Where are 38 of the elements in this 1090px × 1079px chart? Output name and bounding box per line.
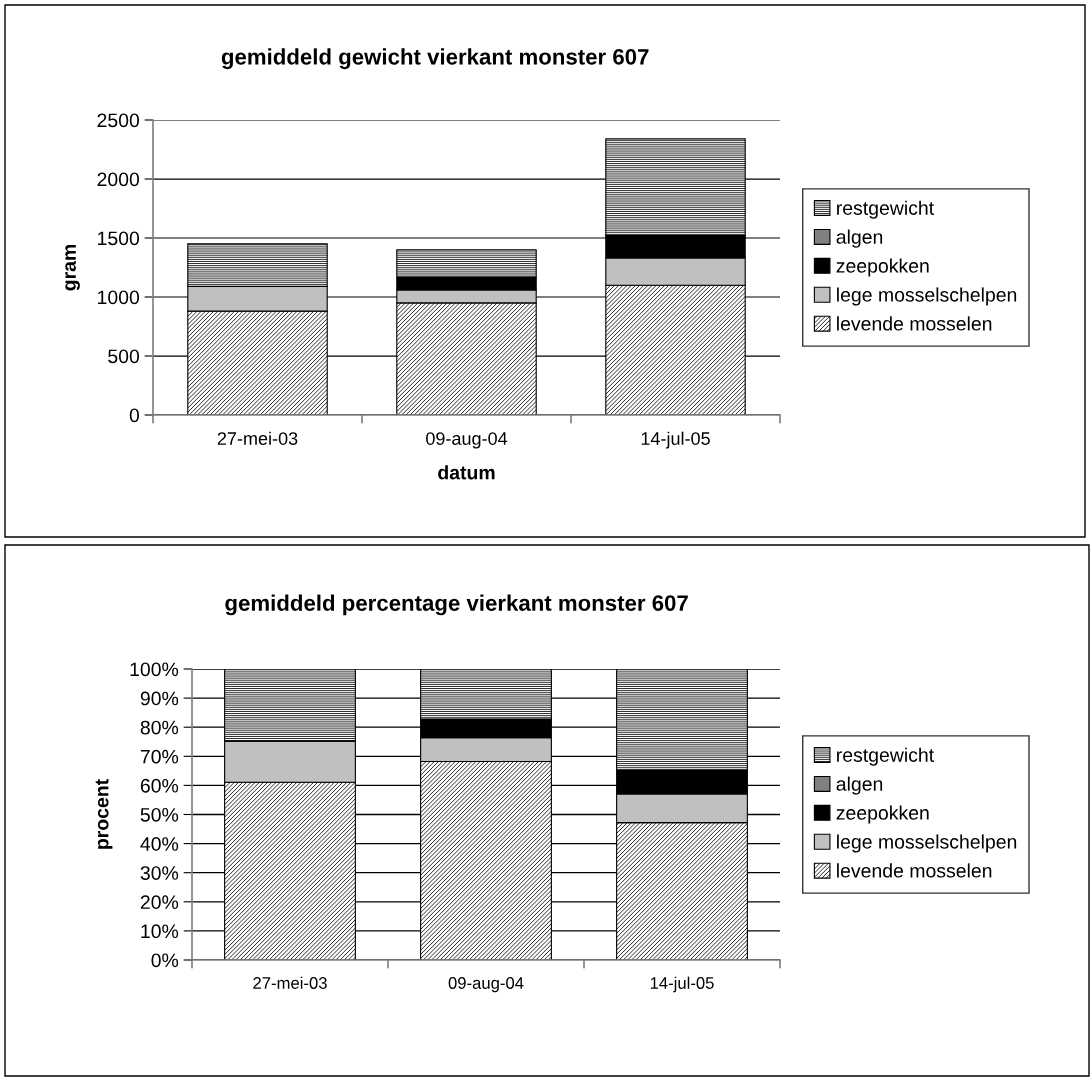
y-tick-label: 60% (140, 778, 179, 793)
y-tick-label: 80% (140, 720, 179, 735)
y-tick-label: 2000 (97, 172, 140, 187)
x-tick-label: 14-jul-05 (650, 976, 714, 993)
x-tick-label: 09-aug-04 (426, 432, 508, 449)
y-tick-label: 20% (140, 895, 179, 910)
y-tick-label: 0% (151, 953, 179, 968)
chart-title: gemiddeld percentage vierkant monster 607 (225, 594, 688, 616)
y-tick-label: 90% (140, 691, 179, 706)
y-tick-label: 2500 (97, 113, 140, 128)
x-tick-label: 27-mei-03 (253, 976, 327, 989)
y-tick-label: 0 (129, 408, 140, 423)
y-tick-label: 100% (130, 662, 179, 677)
legend-label: lege mosselschelpen (837, 287, 1017, 306)
legend-label: restgewicht (837, 747, 934, 766)
y-tick-label: 50% (140, 807, 179, 822)
chart-title: gemiddeld gewicht vierkant monster 607 (221, 48, 649, 70)
x-tick-label: 09-aug-04 (448, 977, 524, 993)
y-tick-label: 10% (141, 924, 179, 939)
legend-label: restgewicht (837, 200, 934, 219)
x-tick-label: 14-jul-05 (641, 431, 710, 449)
y-tick-label: 1500 (98, 231, 140, 246)
legend-label: zeepokken (836, 805, 929, 824)
y-axis-title: procent (95, 779, 113, 849)
legend-label: lege mosselschelpen (837, 834, 1017, 853)
legend-label: levende mosselen (837, 316, 992, 331)
x-axis-title: datum (438, 465, 495, 480)
y-tick-label: 1000 (98, 290, 140, 305)
y-axis-title: gram (65, 244, 80, 291)
legend-label: algen (836, 776, 883, 795)
y-tick-label: 30% (140, 866, 179, 880)
legend-label: zeepokken (836, 258, 929, 277)
legend-label: algen (836, 229, 883, 248)
x-tick-label: 27-mei-03 (217, 431, 298, 445)
y-tick-label: 70% (140, 749, 179, 764)
y-tick-label: 500 (108, 349, 140, 364)
y-tick-label: 40% (140, 837, 179, 851)
legend-label: levende mosselen (837, 863, 992, 878)
